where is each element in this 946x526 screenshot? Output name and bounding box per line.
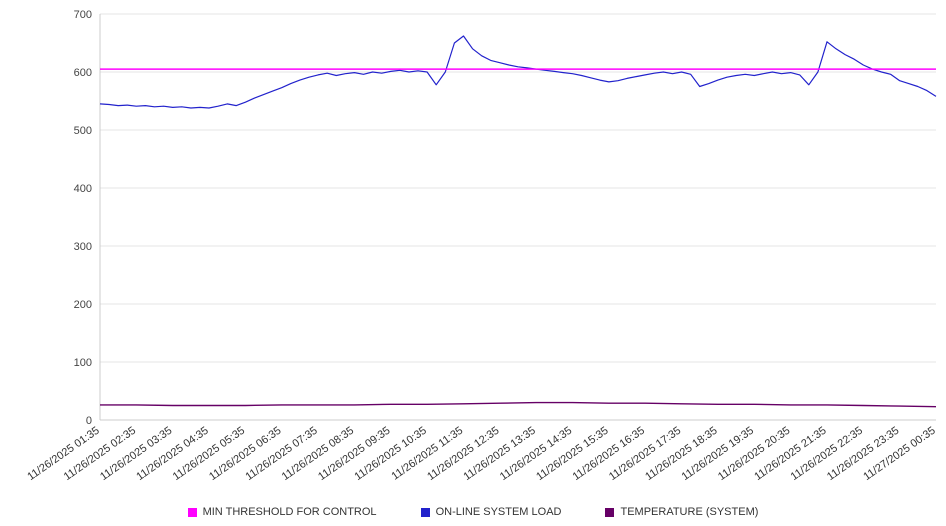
chart-legend: MIN THRESHOLD FOR CONTROL ON-LINE SYSTEM …: [0, 506, 946, 518]
legend-item-on-line-system-load[interactable]: ON-LINE SYSTEM LOAD: [420, 506, 562, 518]
legend-item-temperature-system-[interactable]: TEMPERATURE (SYSTEM): [605, 506, 758, 518]
legend-swatch: [420, 507, 430, 517]
legend-swatch: [187, 507, 197, 517]
y-tick-label: 400: [74, 183, 92, 195]
y-tick-label: 100: [74, 357, 92, 369]
y-tick-label: 0: [86, 415, 92, 427]
y-tick-label: 300: [74, 241, 92, 253]
series-line-on-line-system-load: [99, 35, 937, 109]
y-tick-label: 700: [74, 9, 92, 21]
y-tick-label: 200: [74, 299, 92, 311]
legend-swatch: [605, 507, 615, 517]
series-line-temperature-system-: [100, 401, 937, 408]
legend-item-min-threshold-for-control[interactable]: MIN THRESHOLD FOR CONTROL: [187, 506, 377, 518]
legend-label: TEMPERATURE (SYSTEM): [620, 506, 759, 518]
legend-label: MIN THRESHOLD FOR CONTROL: [202, 506, 377, 518]
legend-label: ON-LINE SYSTEM LOAD: [435, 506, 562, 518]
y-tick-label: 500: [74, 125, 92, 137]
y-tick-label: 600: [74, 67, 92, 79]
